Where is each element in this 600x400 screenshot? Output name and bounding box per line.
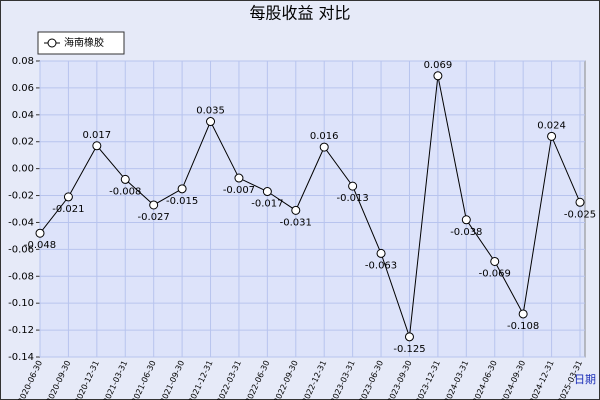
y-tick-label: -0.14 <box>8 352 34 363</box>
marker <box>149 200 159 210</box>
marker <box>575 197 585 207</box>
data-label: -0.038 <box>450 227 482 238</box>
marker <box>348 181 358 191</box>
legend-marker <box>47 38 57 48</box>
y-tick-label: -0.12 <box>8 325 34 336</box>
y-tick-label: -0.06 <box>8 244 34 255</box>
data-label: -0.125 <box>393 344 425 355</box>
y-tick-label: 0.04 <box>12 110 34 121</box>
marker <box>35 228 45 238</box>
marker <box>319 142 329 152</box>
data-label: 0.016 <box>310 131 339 142</box>
data-label: 0.069 <box>424 60 453 71</box>
marker <box>234 173 244 183</box>
marker <box>404 332 414 342</box>
legend-label: 海南橡胶 <box>64 36 104 49</box>
data-label: -0.013 <box>337 193 369 204</box>
marker <box>120 174 130 184</box>
line <box>39 75 581 337</box>
marker <box>92 141 102 151</box>
data-label: 0.024 <box>537 120 566 131</box>
y-tick-label: -0.08 <box>8 271 34 282</box>
marker <box>518 309 528 319</box>
data-label: -0.069 <box>479 268 511 279</box>
data-label: 0.035 <box>196 106 225 117</box>
data-label: -0.025 <box>564 209 596 220</box>
marker <box>376 248 386 258</box>
data-label: -0.015 <box>166 196 198 207</box>
marker <box>433 71 443 81</box>
data-label: -0.031 <box>280 217 312 228</box>
data-label: -0.027 <box>138 212 170 223</box>
y-tick-label: 0.08 <box>12 56 34 67</box>
y-tick-label: 0.00 <box>12 164 34 175</box>
data-label: -0.048 <box>24 240 56 251</box>
chart-title: 每股收益 对比 <box>249 4 350 23</box>
marker <box>177 184 187 194</box>
data-label: -0.008 <box>109 186 141 197</box>
x-axis-label: 日期 <box>574 373 596 386</box>
data-label: -0.063 <box>365 260 397 271</box>
y-tick-label: 0.06 <box>12 83 34 94</box>
data-label: -0.017 <box>251 199 283 210</box>
data-label: -0.007 <box>223 185 255 196</box>
plot-area <box>39 60 586 358</box>
marker <box>547 131 557 141</box>
y-tick-label: -0.02 <box>8 191 34 202</box>
marker <box>206 117 216 127</box>
marker <box>490 256 500 266</box>
y-tick-label: -0.04 <box>8 217 34 228</box>
marker <box>461 215 471 225</box>
data-label: 0.017 <box>83 130 112 141</box>
marker <box>262 187 272 197</box>
y-tick-label: 0.02 <box>12 137 34 148</box>
legend <box>37 31 125 55</box>
y-tick-label: -0.10 <box>8 298 34 309</box>
data-label: -0.108 <box>507 321 539 332</box>
marker <box>291 205 301 215</box>
data-label: -0.021 <box>52 204 84 215</box>
marker <box>63 192 73 202</box>
